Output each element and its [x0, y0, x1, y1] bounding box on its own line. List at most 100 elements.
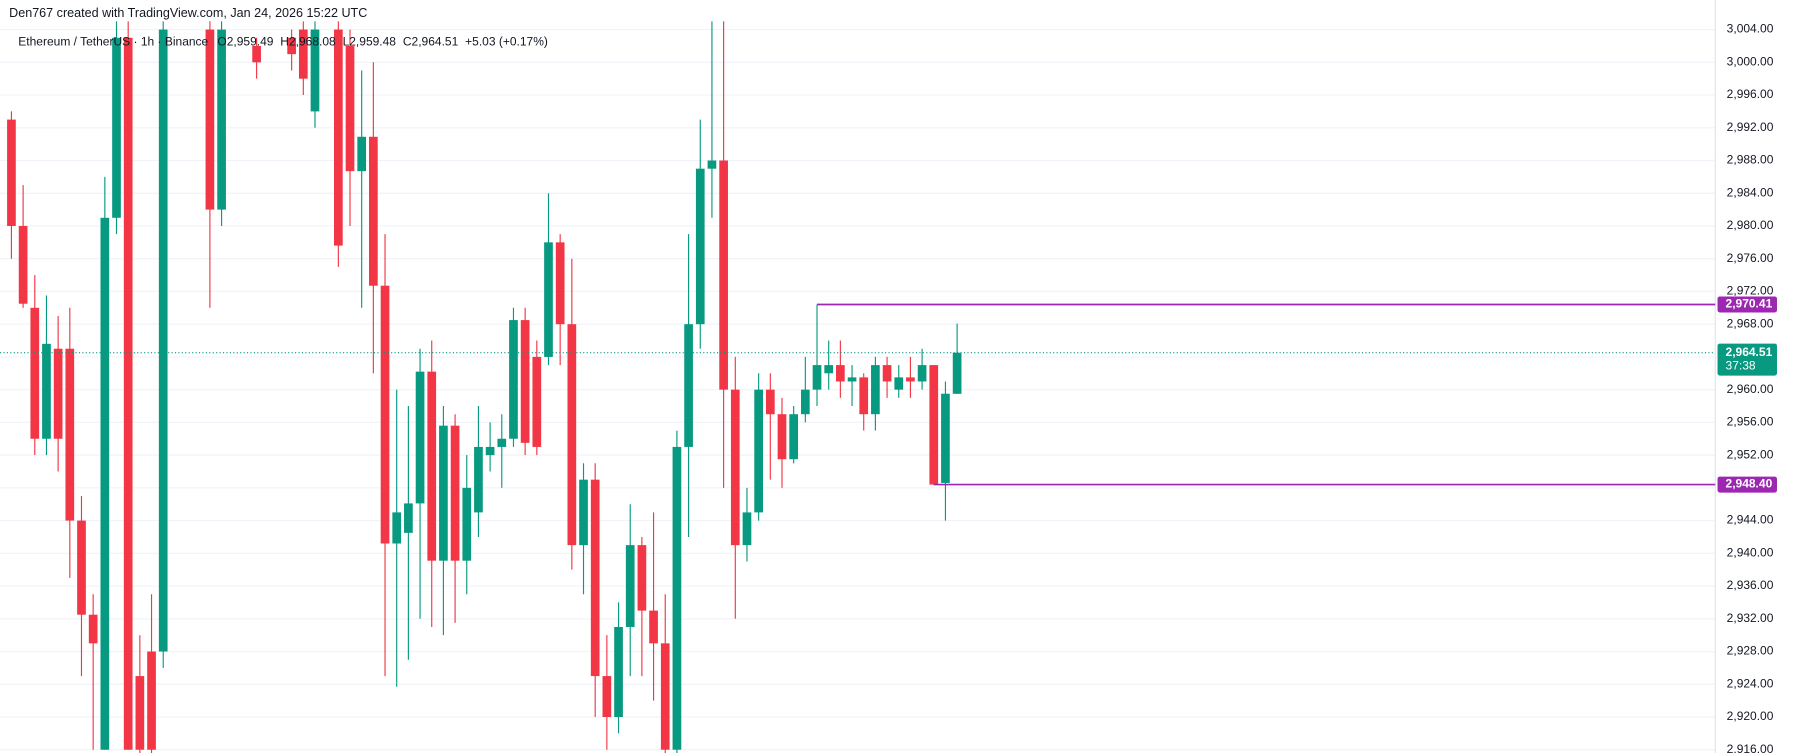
y-tick-label: 2,956.00: [1727, 415, 1774, 429]
candle-body: [637, 545, 647, 611]
candle-body: [439, 425, 448, 561]
candle-body: [672, 446, 682, 750]
ohlc-open: O2,959.49: [217, 34, 273, 48]
candle-body: [812, 365, 822, 390]
ohlc-low: L2,959.48: [343, 34, 397, 48]
candle-body: [684, 324, 693, 447]
candle-body: [742, 512, 752, 546]
ohlc-close: C2,964.51: [403, 34, 459, 48]
ohlc-change: +5.03 (+0.17%): [465, 34, 548, 48]
price-axis: 2,916.00 2,920.00 2,924.00 2,928.00 2,932.00…: [1714, 0, 1774, 753]
candle-body: [882, 365, 892, 382]
level-label: 2,970.41: [1726, 297, 1773, 311]
candle-body: [555, 242, 565, 325]
y-tick-label: 2,952.00: [1727, 447, 1774, 461]
y-tick-label: 2,996.00: [1727, 87, 1774, 101]
level-tag: [1717, 476, 1777, 493]
candle-body: [754, 389, 763, 513]
y-tick-label: 2,976.00: [1727, 251, 1774, 265]
candle-body: [544, 242, 553, 357]
candle-body: [88, 614, 98, 644]
candle-body: [427, 371, 437, 561]
candle-body: [777, 414, 787, 460]
candle-body: [579, 479, 588, 546]
candle-body: [474, 446, 483, 513]
candle-body: [520, 320, 530, 443]
last-price-label: 2,964.51: [1726, 345, 1773, 359]
candle-body: [800, 389, 810, 415]
candle-body: [345, 45, 355, 172]
candle-body: [929, 365, 939, 485]
level-tag: [1717, 296, 1777, 313]
candle-body: [18, 225, 28, 304]
candle-body: [252, 45, 261, 63]
candle-body: [695, 168, 705, 325]
y-tick-label: 2,944.00: [1727, 513, 1774, 527]
candle-body: [333, 29, 343, 246]
candle-body: [789, 414, 799, 460]
candle-body: [719, 160, 728, 390]
y-tick-label: 3,000.00: [1727, 54, 1774, 68]
candle-body: [532, 356, 542, 447]
candles: [7, 21, 962, 753]
y-tick-label: 2,936.00: [1727, 578, 1774, 592]
candle-body: [824, 365, 834, 374]
candle-body: [357, 136, 367, 172]
candle-body: [7, 119, 16, 226]
candle-body: [567, 324, 577, 546]
candle-body: [310, 29, 320, 112]
candle-body: [649, 610, 658, 644]
y-tick-label: 2,980.00: [1727, 218, 1774, 232]
candle-body: [836, 365, 845, 382]
candle-body: [625, 545, 635, 627]
candle-body: [298, 29, 308, 79]
y-tick-label: 2,920.00: [1727, 709, 1774, 723]
candle-body: [894, 377, 904, 390]
candle-body: [147, 651, 156, 750]
countdown: 37:38: [1726, 359, 1756, 373]
candle-body: [415, 371, 425, 504]
y-tick-label: 2,928.00: [1727, 644, 1774, 658]
candle-body: [730, 389, 740, 546]
candle-body: [217, 29, 226, 210]
candle-body: [112, 37, 121, 218]
candle-body: [917, 365, 927, 382]
y-tick-label: 2,924.00: [1727, 676, 1774, 690]
candle-body: [660, 643, 670, 750]
y-tick-label: 2,968.00: [1727, 316, 1774, 330]
last-price-tag: [1717, 343, 1777, 376]
candle-body: [509, 320, 518, 439]
y-tick-label: 2,988.00: [1727, 153, 1774, 167]
y-tick-label: 2,940.00: [1727, 545, 1774, 559]
candle-body: [871, 365, 880, 415]
credit: Den767 created with TradingView.com, Jan…: [9, 6, 367, 20]
level-label: 2,948.40: [1726, 477, 1773, 491]
candle-body: [42, 343, 51, 439]
candle-body: [77, 520, 86, 615]
candle-body: [450, 425, 460, 561]
candle-body: [847, 377, 857, 382]
candle-body: [765, 389, 775, 415]
candle-body: [30, 307, 40, 439]
candle-body: [462, 487, 472, 561]
candle-body: [135, 676, 145, 750]
candle-body: [952, 352, 962, 394]
candle-body: [859, 377, 869, 415]
candle-body: [941, 393, 950, 483]
candle-body: [707, 160, 717, 169]
candle-body: [53, 348, 63, 439]
candle-body: [485, 446, 495, 456]
y-tick-label: 2,984.00: [1727, 185, 1774, 199]
y-tick-label: 2,932.00: [1727, 611, 1774, 625]
symbol-title: Ethereum / TetherUS · 1h · Binance: [18, 34, 208, 48]
y-tick-label: 2,916.00: [1727, 742, 1774, 753]
candle-body: [205, 29, 215, 210]
candle-body: [392, 512, 402, 544]
y-tick-label: 2,960.00: [1727, 382, 1774, 396]
candle-body: [590, 479, 600, 677]
candle-body: [158, 29, 168, 652]
candle-body: [369, 136, 378, 286]
candle-body: [404, 503, 413, 533]
candle-body: [287, 37, 296, 55]
